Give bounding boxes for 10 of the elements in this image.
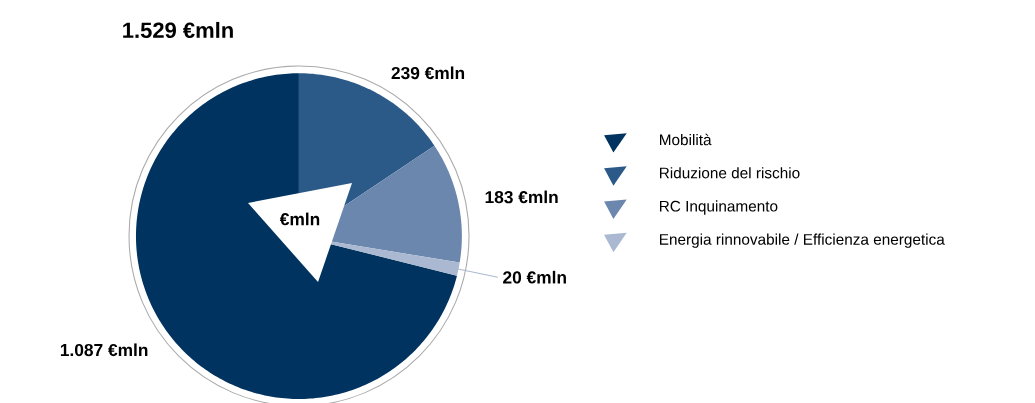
legend-label: Energia rinnovabile / Efficienza energetica xyxy=(660,233,945,248)
text: €mln xyxy=(279,212,320,226)
data-label: 239 €mln xyxy=(391,66,465,80)
legend-label: RC Inquinamento xyxy=(660,200,778,215)
legend-label: Riduzione del rischio xyxy=(660,167,800,179)
data-label: 1.087 €mln xyxy=(60,343,148,357)
data-label: 20 €mln xyxy=(503,270,566,284)
data-label: 183 €mln xyxy=(485,190,558,204)
legend-label: Mobilità xyxy=(660,133,712,146)
chart-title: 1.529 €mln xyxy=(123,21,233,39)
